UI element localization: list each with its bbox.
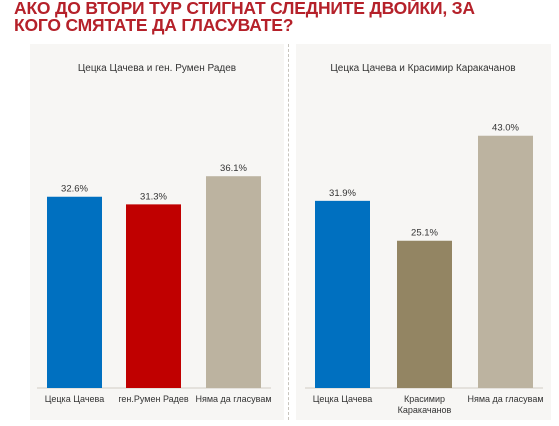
chart-2-category-label-1: Цецка Цачева [313, 394, 373, 404]
chart-1-data-label-1: 32.6% [61, 184, 88, 195]
page-title-line-2: КОГО СМЯТАТЕ ДА ГЛАСУВАТЕ? [14, 15, 294, 35]
chart-2-bar-2 [397, 240, 452, 388]
chart-1-data-label-2: 31.3% [140, 191, 167, 202]
panel-divider [288, 44, 289, 420]
chart-1-bar-3 [206, 176, 261, 388]
chart-2-data-label-2: 25.1% [411, 228, 438, 239]
chart-2-category-label-3: Няма да гласувам [467, 394, 543, 404]
chart-1-title: Цецка Цачева и ген. Румен Радев [78, 63, 236, 74]
chart-2-data-label-3: 43.0% [492, 123, 519, 134]
chart-2-title: Цецка Цачева и Красимир Каракачанов [330, 63, 515, 74]
chart-2-category-label-2-line-1: Красимир [404, 394, 445, 404]
chart-1-category-label-2: ген.Румен Радев [118, 394, 189, 404]
chart-2-data-label-1: 31.9% [329, 188, 356, 199]
chart-1-category-label-1: Цецка Цачева [45, 394, 105, 404]
page-title-line-1: АКО ДО ВТОРИ ТУР СТИГНАТ СЛЕДНИТЕ ДВОЙКИ… [14, 0, 475, 18]
chart-2-category-label-2-line-2: Каракачанов [398, 405, 452, 415]
chart-1-data-label-3: 36.1% [220, 163, 247, 174]
chart-2-bar-1 [315, 200, 370, 388]
chart-1-category-label-3: Няма да гласувам [195, 394, 271, 404]
chart-2-bar-3 [478, 135, 533, 388]
page-title: АКО ДО ВТОРИ ТУР СТИГНАТ СЛЕДНИТЕ ДВОЙКИ… [14, 0, 554, 34]
chart-1-bar-1 [47, 196, 102, 388]
chart-1-bar-2 [126, 204, 181, 388]
